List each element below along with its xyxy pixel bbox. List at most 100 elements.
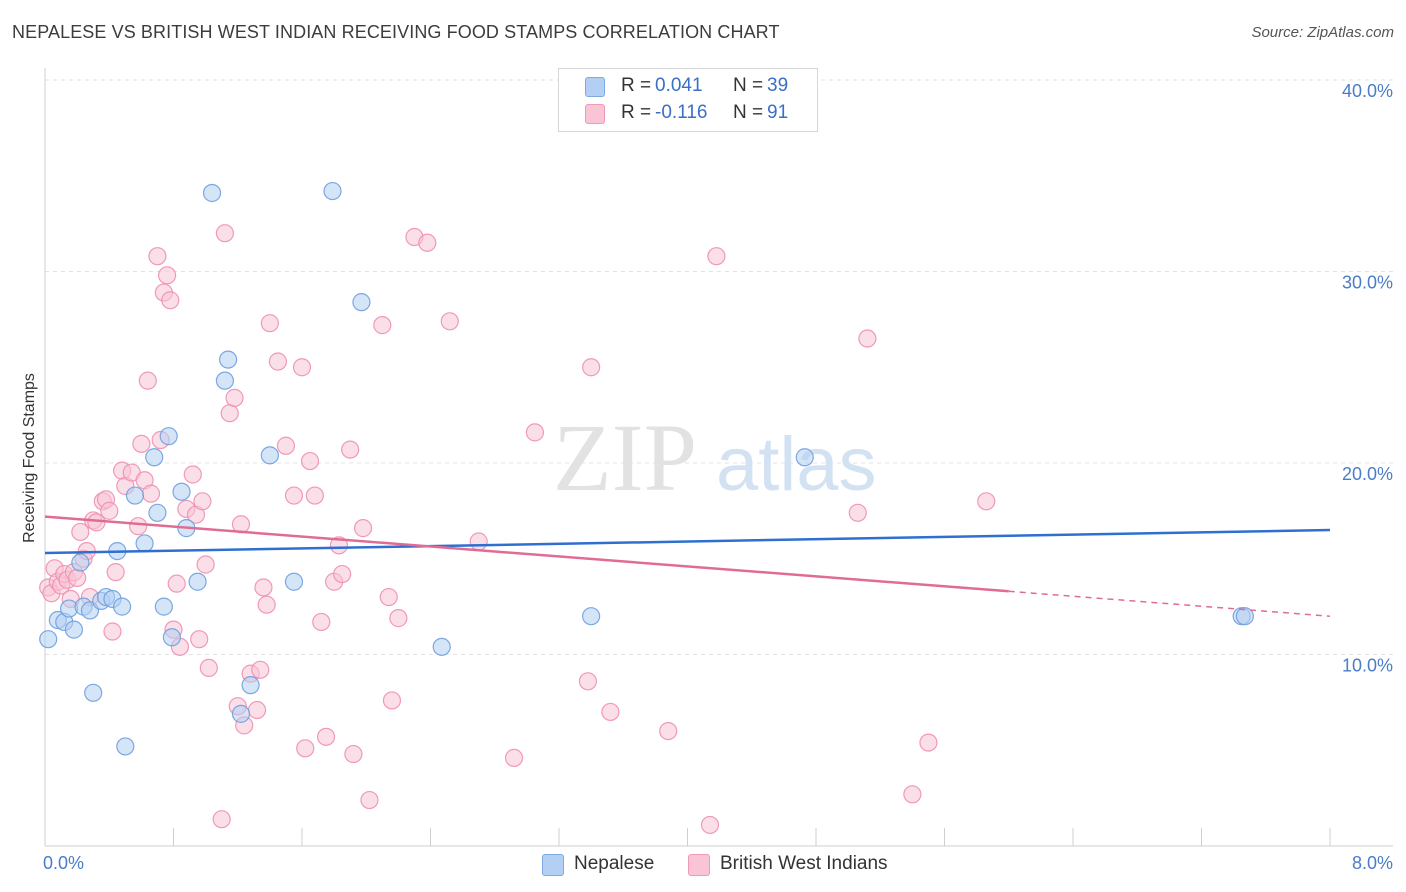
- data-point-british-west-indians: [344, 744, 363, 764]
- data-point-british-west-indians: [848, 503, 867, 522]
- watermark: ZIP atlas: [553, 404, 877, 511]
- data-point-nepalese: [148, 503, 167, 522]
- data-point-british-west-indians: [247, 700, 267, 720]
- data-point-nepalese: [172, 482, 191, 501]
- data-point-nepalese: [241, 676, 260, 695]
- data-point-british-west-indians: [212, 810, 231, 829]
- data-point-nepalese: [159, 427, 178, 446]
- data-point-british-west-indians: [276, 436, 296, 455]
- data-point-british-west-indians: [199, 658, 218, 678]
- data-point-nepalese: [116, 737, 135, 756]
- trend-line-nepalese: [44, 528, 1331, 555]
- legend-swatch-nepalese: [585, 77, 605, 97]
- data-point-british-west-indians: [389, 609, 408, 628]
- data-point-british-west-indians: [100, 501, 119, 520]
- data-point-british-west-indians: [138, 371, 157, 390]
- data-point-nepalese: [260, 446, 279, 465]
- y-tick-label: 30.0%: [1342, 273, 1393, 293]
- x-tick-labels: 0.0% 8.0%: [43, 853, 1393, 873]
- y-tick-label: 40.0%: [1342, 81, 1393, 101]
- data-point-british-west-indians: [296, 739, 315, 758]
- chart-title: NEPALESE VS BRITISH WEST INDIAN RECEIVIN…: [12, 22, 780, 42]
- data-point-nepalese: [125, 486, 145, 505]
- data-point-nepalese: [71, 553, 90, 572]
- data-point-british-west-indians: [360, 790, 379, 810]
- data-point-nepalese: [64, 620, 84, 639]
- data-point-nepalese: [352, 293, 371, 312]
- bottom-legend-label-british-west-indians: British West Indians: [720, 853, 888, 874]
- data-point-british-west-indians: [440, 312, 459, 331]
- data-point-british-west-indians: [193, 492, 212, 511]
- data-point-nepalese: [145, 448, 164, 467]
- data-point-nepalese: [154, 597, 173, 616]
- y-axis-label: Receiving Food Stamps: [21, 373, 38, 543]
- bottom-legend-swatch-nepalese: [542, 854, 564, 876]
- data-point-british-west-indians: [268, 352, 288, 371]
- data-point-nepalese: [1235, 607, 1254, 626]
- data-point-british-west-indians: [858, 329, 877, 348]
- data-point-british-west-indians: [353, 519, 373, 538]
- data-point-british-west-indians: [582, 358, 601, 377]
- correlation-legend: R = 0.041 N = 39 R = -0.116 N = 91: [558, 68, 818, 132]
- x-tick-label: 8.0%: [1352, 853, 1393, 873]
- data-point-british-west-indians: [659, 721, 678, 741]
- source-label: Source: ZipAtlas.com: [1251, 24, 1394, 41]
- data-point-nepalese: [84, 683, 103, 702]
- axes: [44, 68, 1393, 847]
- legend-r-value-nepalese: 0.041: [655, 75, 703, 96]
- data-point-british-west-indians: [225, 388, 244, 407]
- data-point-british-west-indians: [504, 748, 524, 768]
- data-point-british-west-indians: [316, 727, 336, 746]
- data-point-british-west-indians: [292, 358, 312, 377]
- data-point-british-west-indians: [329, 536, 349, 555]
- data-point-british-west-indians: [919, 733, 938, 752]
- data-point-british-west-indians: [305, 486, 324, 505]
- legend-n-value-british-west-indians: 91: [767, 102, 789, 123]
- data-point-nepalese: [215, 371, 234, 390]
- data-point-british-west-indians: [379, 587, 398, 607]
- legend-r-value-british-west-indians: -0.116: [655, 102, 708, 123]
- data-point-nepalese: [284, 572, 304, 591]
- data-point-nepalese: [39, 630, 58, 649]
- legend-n-label: N =: [733, 75, 764, 96]
- y-tick-label: 20.0%: [1342, 464, 1393, 484]
- data-point-british-west-indians: [418, 233, 437, 252]
- data-point-british-west-indians: [312, 612, 331, 632]
- data-point-nepalese: [582, 607, 601, 626]
- data-point-british-west-indians: [148, 247, 167, 266]
- data-point-british-west-indians: [215, 224, 234, 243]
- data-point-british-west-indians: [103, 622, 122, 641]
- data-point-british-west-indians: [141, 484, 161, 503]
- data-point-british-west-indians: [157, 266, 177, 285]
- data-point-british-west-indians: [129, 517, 148, 536]
- data-point-british-west-indians: [220, 404, 239, 423]
- data-point-british-west-indians: [190, 630, 209, 649]
- data-point-british-west-indians: [161, 291, 180, 310]
- y-tick-label: 10.0%: [1342, 656, 1393, 676]
- data-point-british-west-indians: [183, 465, 202, 484]
- data-point-british-west-indians: [254, 578, 273, 597]
- data-point-british-west-indians: [71, 522, 90, 542]
- legend-n-value-nepalese: 39: [767, 75, 789, 96]
- data-point-british-west-indians: [106, 563, 125, 582]
- legend-n-label: N =: [733, 102, 764, 123]
- data-point-british-west-indians: [333, 564, 352, 584]
- data-point-nepalese: [135, 534, 154, 553]
- bottom-legend-swatch-british-west-indians: [688, 854, 710, 876]
- data-point-nepalese: [795, 448, 814, 467]
- trend-line-british-west-indians: [44, 515, 1009, 593]
- data-point-nepalese: [432, 637, 451, 656]
- data-point-british-west-indians: [284, 486, 304, 505]
- data-point-british-west-indians: [68, 568, 87, 588]
- data-point-british-west-indians: [601, 702, 620, 722]
- data-point-british-west-indians: [257, 595, 276, 614]
- data-point-british-west-indians: [382, 691, 402, 710]
- data-point-british-west-indians: [167, 574, 186, 593]
- x-tick-label: 0.0%: [43, 853, 84, 873]
- data-point-british-west-indians: [469, 532, 488, 551]
- data-point-british-west-indians: [196, 555, 215, 574]
- data-point-british-west-indians: [300, 451, 320, 471]
- data-point-british-west-indians: [251, 660, 270, 679]
- bottom-legend-label-nepalese: Nepalese: [574, 853, 655, 874]
